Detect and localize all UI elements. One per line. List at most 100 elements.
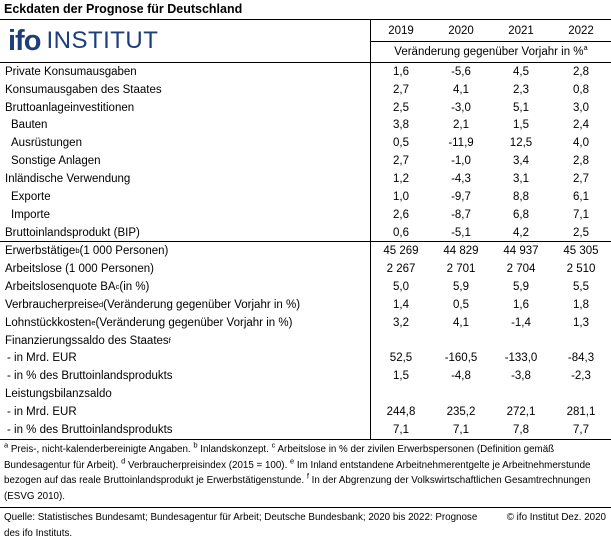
row-label: Verbraucherpreise d (Veränderung gegenübe…: [0, 295, 371, 314]
cell-value: -11,9: [448, 137, 474, 150]
cell-value: 2 704: [506, 263, 536, 276]
cell-value: -1,4: [511, 316, 531, 329]
cell-value: -5,1: [451, 226, 471, 239]
cell-value: 7,7: [573, 423, 589, 436]
cell-value: 4,1: [453, 316, 469, 329]
cell-value: 5,5: [573, 281, 589, 294]
cell-value: 2,5: [573, 226, 589, 239]
cell-value: 7,1: [573, 208, 589, 221]
cell-value: -4,3: [451, 172, 471, 185]
unit-header: Veränderung gegenüber Vorjahr in %a: [371, 42, 611, 62]
row-label: - in % des Bruttoinlandsprodukts: [0, 420, 371, 439]
footnote-marker: c: [271, 440, 276, 450]
cell-value: 7,1: [453, 423, 469, 436]
cell-value: 2,7: [393, 155, 409, 168]
cell-value: 4,5: [513, 65, 529, 78]
copyright-text: © ifo Institut Dez. 2020: [506, 511, 606, 523]
cell-value: -2,3: [571, 370, 591, 383]
cell-value: 4,0: [573, 137, 589, 150]
cell-value: 44 829: [443, 245, 479, 258]
cell-value: -160,5: [444, 352, 478, 365]
cell-value: -3,0: [451, 101, 471, 114]
cell-value: 3,8: [393, 119, 409, 132]
cell-value: -3,8: [511, 370, 531, 383]
cell-value: 2,1: [453, 119, 469, 132]
row-label: Exporte: [0, 187, 371, 206]
table-row: Leistungsbilanzsaldo: [0, 385, 611, 404]
cell-value: 2,5: [393, 101, 409, 114]
cell-value: 1,3: [573, 316, 589, 329]
years-row: 2019 2020 2021 2022: [371, 20, 611, 42]
footnote-marker: a: [4, 440, 9, 450]
year-column-header: 2019: [388, 24, 414, 37]
year-column-header: 2021: [508, 24, 534, 37]
cell-value: 1,0: [393, 190, 409, 203]
cell-value: 1,2: [393, 172, 409, 185]
table-row: Exporte 1,0 -9,7 8,8 6,1: [0, 187, 611, 206]
ifo-logo: ifo INSTITUT: [0, 20, 371, 62]
cell-value: 0,8: [573, 83, 589, 96]
row-label: - in Mrd. EUR: [0, 403, 371, 421]
cell-value: -1,0: [451, 155, 471, 168]
row-label: Importe: [0, 205, 371, 224]
cell-value: 6,8: [513, 208, 529, 221]
table-row: - in Mrd. EUR 52,5 -160,5 -133,0 -84,3: [0, 349, 611, 368]
ifo-logo-wordmark: INSTITUT: [46, 27, 159, 54]
cell-value: -5,6: [451, 65, 471, 78]
row-label: Lohnstückkosten e (Veränderung gegenüber …: [0, 313, 371, 332]
source-text: Quelle: Statistisches Bundesamt; Bundesa…: [4, 511, 478, 539]
row-label: Private Konsumausgaben: [0, 63, 371, 81]
cell-value: 4,2: [513, 226, 529, 239]
table-row: Konsumausgaben des Staates 2,7 4,1 2,3 0,8: [0, 80, 611, 99]
table-row: Verbraucherpreise d (Veränderung gegenübe…: [0, 295, 611, 314]
cell-value: 2 701: [446, 263, 476, 276]
cell-value: 2,7: [573, 172, 589, 185]
table-header: ifo INSTITUT 2019 2020 2021 2022 Verände…: [0, 20, 611, 63]
footnotes: a Preis-, nicht-kalenderbereinigte Angab…: [4, 440, 591, 503]
cell-value: 12,5: [509, 137, 533, 150]
cell-value: 2,4: [573, 119, 589, 132]
year-column-header: 2022: [568, 24, 594, 37]
table-body: Private Konsumausgaben 1,6 -5,6 4,5 2,8 Konsu…: [0, 63, 611, 439]
header-right: 2019 2020 2021 2022 Veränderung gegenübe…: [371, 20, 611, 62]
forecast-table: ifo INSTITUT 2019 2020 2021 2022 Verände…: [0, 19, 611, 440]
cell-value: 5,0: [393, 281, 409, 294]
cell-value: 0,5: [393, 137, 409, 150]
row-label: Bauten: [0, 116, 371, 135]
row-label: Konsumausgaben des Staates: [0, 80, 371, 99]
cell-value: 3,1: [513, 172, 529, 185]
cell-value: 7,1: [393, 423, 409, 436]
cell-value: 2,7: [393, 83, 409, 96]
cell-value: -133,0: [504, 352, 538, 365]
table-row: Inländische Verwendung 1,2 -4,3 3,1 2,7: [0, 170, 611, 188]
cell-value: 1,8: [573, 298, 589, 311]
table-row: Private Konsumausgaben 1,6 -5,6 4,5 2,8: [0, 63, 611, 81]
cell-value: 235,2: [446, 405, 476, 418]
cell-value: 1,6: [393, 65, 409, 78]
row-label: Leistungsbilanzsaldo: [0, 385, 371, 404]
cell-value: 272,1: [506, 405, 536, 418]
table-row: Lohnstückkosten e (Veränderung gegenüber …: [0, 313, 611, 332]
footnote-marker: b: [193, 440, 198, 450]
ifo-logo-mark: ifo: [8, 24, 41, 57]
table-row: Finanzierungssaldo des Staates f: [0, 331, 611, 350]
cell-value: 2,3: [513, 83, 529, 96]
year-column-header: 2020: [448, 24, 474, 37]
page-title: Eckdaten der Prognose für Deutschland: [4, 2, 243, 16]
table-row: Arbeitslose (1 000 Personen) 2 267 2 701 2 …: [0, 260, 611, 279]
cell-value: 4,1: [453, 83, 469, 96]
row-label: Bruttoanlageinvestitionen: [0, 98, 371, 117]
cell-value: 3,4: [513, 155, 529, 168]
footnote-marker: f: [306, 472, 309, 482]
table-row: Bruttoanlageinvestitionen 2,5 -3,0 5,1 3,0: [0, 98, 611, 117]
cell-value: 5,9: [453, 281, 469, 294]
table-row: - in % des Bruttoinlandsprodukts 1,5 -4,8 -…: [0, 367, 611, 386]
cell-value: 7,8: [513, 423, 529, 436]
cell-value: 45 305: [563, 245, 599, 258]
row-label: Finanzierungssaldo des Staates f: [0, 331, 371, 350]
row-label: Ausrüstungen: [0, 134, 371, 153]
footnote-marker: d: [121, 456, 126, 466]
table-row: - in % des Bruttoinlandsprodukts 7,1 7,1 7,…: [0, 420, 611, 439]
cell-value: 5,1: [513, 101, 529, 114]
